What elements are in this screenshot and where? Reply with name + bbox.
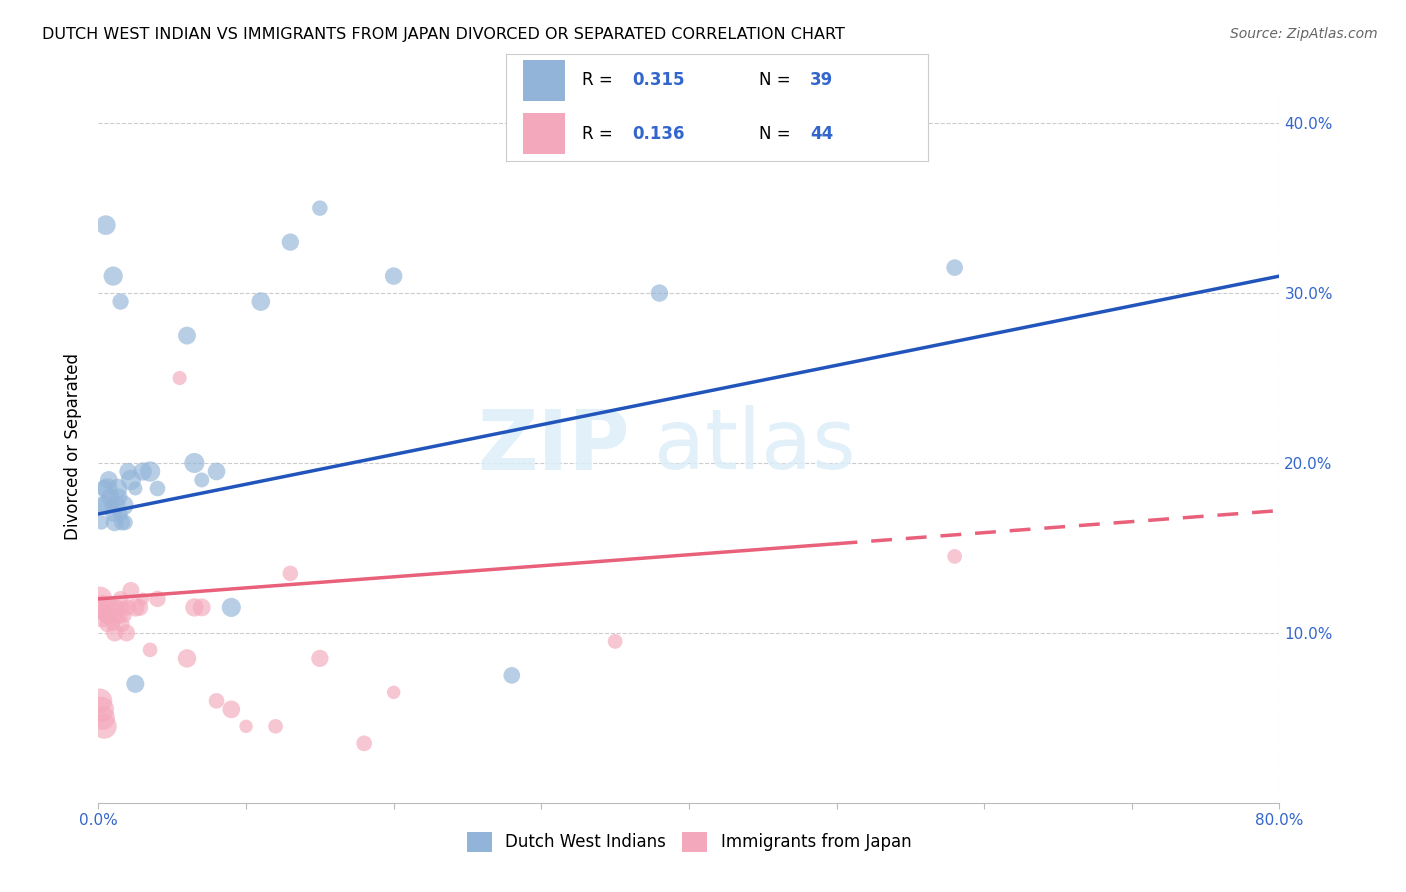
Legend: Dutch West Indians, Immigrants from Japan: Dutch West Indians, Immigrants from Japa… [460,825,918,859]
Point [103,269,125,284]
Point [382,685,405,699]
Point [89,694,111,708]
Point [100,600,122,615]
Point [278,235,302,249]
Point [146,591,169,606]
Point [124,482,146,496]
Text: R =: R = [582,71,619,89]
Point [124,600,146,615]
Point [107,482,129,496]
Point [108,490,131,504]
Point [93,482,115,496]
Point [943,260,966,275]
Text: R =: R = [582,125,619,143]
Point [107,600,129,615]
Point [169,371,191,385]
Point [146,482,169,496]
Point [353,736,375,750]
Point [124,677,146,691]
Point [91,608,114,623]
Point [191,600,214,615]
Point [98,490,121,504]
Y-axis label: Divorced or Separated: Divorced or Separated [65,352,83,540]
Point [176,651,198,665]
Point [120,583,142,598]
Point [93,719,115,733]
Point [120,473,142,487]
Point [93,600,115,615]
Point [90,516,112,530]
Point [117,465,139,479]
Point [89,591,111,606]
Text: Source: ZipAtlas.com: Source: ZipAtlas.com [1230,27,1378,41]
Text: atlas: atlas [654,406,855,486]
Point [91,499,114,513]
Point [139,643,162,657]
Point [278,566,302,581]
Point [94,218,117,232]
Point [94,499,117,513]
Point [112,499,135,513]
Text: N =: N = [759,71,796,89]
Point [117,600,139,615]
Point [309,201,332,215]
Point [91,711,114,725]
Point [110,294,132,309]
Point [309,651,332,665]
Point [183,600,205,615]
Point [103,507,125,521]
Point [100,499,122,513]
Point [111,516,134,530]
Point [98,608,121,623]
Point [264,719,287,733]
Text: N =: N = [759,125,796,143]
Point [110,591,132,606]
Point [235,719,257,733]
Text: ZIP: ZIP [478,406,630,486]
Point [96,482,118,496]
Point [128,600,150,615]
Point [250,294,273,309]
Point [943,549,966,564]
Point [97,473,120,487]
Point [139,465,162,479]
Text: 44: 44 [810,125,834,143]
Point [176,328,198,343]
FancyBboxPatch shape [523,60,565,101]
Text: DUTCH WEST INDIAN VS IMMIGRANTS FROM JAPAN DIVORCED OR SEPARATED CORRELATION CHA: DUTCH WEST INDIAN VS IMMIGRANTS FROM JAP… [42,27,845,42]
Point [104,626,127,640]
Point [103,617,125,632]
Point [114,516,136,530]
Point [114,608,136,623]
Point [105,499,128,513]
Point [111,617,134,632]
Point [205,694,228,708]
FancyBboxPatch shape [523,113,565,154]
Point [183,456,205,470]
Text: 0.315: 0.315 [633,71,685,89]
Text: 0.136: 0.136 [633,125,685,143]
Point [115,626,138,640]
Point [205,465,228,479]
Point [501,668,523,682]
Point [219,702,242,716]
Point [132,465,155,479]
Point [219,600,242,615]
Point [96,617,118,632]
Point [97,608,120,623]
Point [191,473,214,487]
Point [104,516,127,530]
Point [105,608,128,623]
Point [605,634,627,648]
Point [648,286,671,301]
Point [94,608,117,623]
Point [90,702,112,716]
Point [90,600,112,615]
Point [108,608,131,623]
Text: 39: 39 [810,71,834,89]
Point [112,600,135,615]
Point [132,591,155,606]
Point [382,269,405,284]
Point [110,507,132,521]
